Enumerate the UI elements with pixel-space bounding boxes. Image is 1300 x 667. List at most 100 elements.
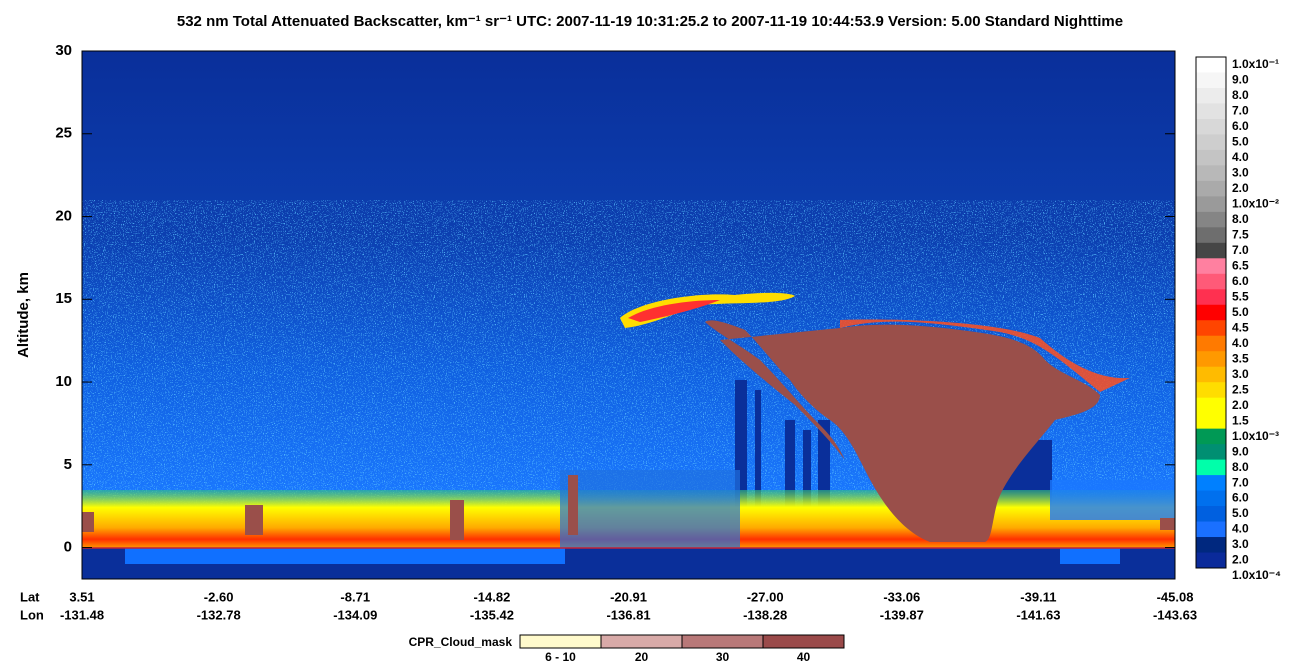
cirrus bbox=[620, 292, 795, 328]
colorbar-label: 2.5 bbox=[1232, 382, 1249, 396]
colorbar-label: 9.0 bbox=[1232, 73, 1249, 87]
colorbar-swatch bbox=[1196, 304, 1226, 321]
colorbar-swatch bbox=[1196, 273, 1226, 290]
colorbar-swatch bbox=[1196, 103, 1226, 120]
colorbar-swatch bbox=[1196, 196, 1226, 213]
x-tick-label: -141.63 bbox=[1016, 607, 1060, 622]
colorbar-swatch bbox=[1196, 366, 1226, 383]
colorbar-label: 8.0 bbox=[1232, 460, 1249, 474]
subsurface-return bbox=[125, 548, 565, 564]
colorbar-label: 1.0x10⁻⁴ bbox=[1232, 568, 1281, 582]
colorbar-swatch bbox=[1196, 397, 1226, 414]
legend-swatch bbox=[519, 634, 602, 649]
colorbar-swatch bbox=[1196, 335, 1226, 352]
x-tick-label: -45.08 bbox=[1157, 589, 1194, 604]
legend-label: 40 bbox=[797, 650, 811, 664]
colorbar-swatch bbox=[1196, 87, 1226, 104]
x-tick-label: 3.51 bbox=[69, 589, 94, 604]
colorbar-swatch bbox=[1196, 428, 1226, 445]
colorbar-swatch bbox=[1196, 242, 1226, 259]
colorbar-label: 5.5 bbox=[1232, 289, 1249, 303]
colorbar-label: 4.5 bbox=[1232, 320, 1249, 334]
chart-title: 532 nm Total Attenuated Backscatter, km⁻… bbox=[177, 13, 1123, 30]
colorbar-label: 9.0 bbox=[1232, 444, 1249, 458]
x-tick-label: -8.71 bbox=[340, 589, 370, 604]
y-tick-label: 10 bbox=[55, 373, 72, 390]
colorbar-label: 4.0 bbox=[1232, 522, 1249, 536]
colorbar-swatch bbox=[1196, 382, 1226, 399]
x-tick-label: -143.63 bbox=[1153, 607, 1197, 622]
colorbar-swatch bbox=[1196, 57, 1226, 73]
colorbar-label: 1.0x10⁻³ bbox=[1232, 429, 1279, 443]
colorbar-swatch bbox=[1196, 444, 1226, 461]
x-tick-label: -14.82 bbox=[473, 589, 510, 604]
colorbar-label: 8.0 bbox=[1232, 88, 1249, 102]
y-tick-label: 25 bbox=[55, 125, 72, 142]
colorbar-swatch bbox=[1196, 118, 1226, 135]
legend-label: 20 bbox=[635, 650, 649, 664]
x-tick-label: -138.28 bbox=[743, 607, 787, 622]
x-tick-label: -20.91 bbox=[610, 589, 647, 604]
colorbar-label: 3.0 bbox=[1232, 367, 1249, 381]
colorbar-swatch bbox=[1196, 320, 1226, 337]
colorbar-label: 6.0 bbox=[1232, 119, 1249, 133]
cloud-top bbox=[840, 319, 1130, 392]
y-tick-label: 20 bbox=[55, 207, 72, 224]
legend-swatch bbox=[600, 634, 683, 649]
colorbar-swatch bbox=[1196, 552, 1226, 569]
y-tick-label: 0 bbox=[64, 539, 72, 556]
colorbar-swatch bbox=[1196, 459, 1226, 476]
colorbar-label: 8.0 bbox=[1232, 212, 1249, 226]
colorbar-label: 4.0 bbox=[1232, 336, 1249, 350]
x-tick-label: -139.87 bbox=[880, 607, 924, 622]
y-tick-label: 5 bbox=[64, 456, 72, 473]
colorbar-label: 1.5 bbox=[1232, 413, 1249, 427]
x-tick-label: -27.00 bbox=[747, 589, 784, 604]
surface-gap bbox=[1050, 480, 1175, 520]
legend-label: 6 - 10 bbox=[545, 650, 576, 664]
colorbar-swatch bbox=[1196, 490, 1226, 507]
colorbar-swatch bbox=[1196, 537, 1226, 554]
colorbar-label: 6.5 bbox=[1232, 258, 1249, 272]
colorbar-swatch bbox=[1196, 506, 1226, 523]
colorbar-swatch bbox=[1196, 149, 1226, 166]
cirrus bbox=[628, 300, 720, 322]
colorbar-label: 3.0 bbox=[1232, 537, 1249, 551]
legend-label: 30 bbox=[716, 650, 730, 664]
colorbar-label: 5.0 bbox=[1232, 135, 1249, 149]
x-tick-label: -136.81 bbox=[606, 607, 650, 622]
colorbar-label: 3.5 bbox=[1232, 351, 1249, 365]
colorbar-frame bbox=[1195, 56, 1227, 569]
curtain-image bbox=[82, 51, 1175, 579]
colorbar-label: 3.0 bbox=[1232, 166, 1249, 180]
legend-swatch bbox=[762, 634, 845, 649]
colorbar-swatch bbox=[1196, 211, 1226, 228]
colorbar-label: 6.0 bbox=[1232, 491, 1249, 505]
colorbar-swatch bbox=[1196, 180, 1226, 197]
x-tick-label: -2.60 bbox=[204, 589, 234, 604]
colorbar-swatch bbox=[1196, 227, 1226, 244]
colorbar-label: 1.0x10⁻¹ bbox=[1232, 57, 1279, 71]
colorbar-swatch bbox=[1196, 521, 1226, 538]
legend-swatch bbox=[681, 634, 764, 649]
plot-frame bbox=[81, 50, 1176, 580]
colorbar-label: 1.0x10⁻² bbox=[1232, 197, 1279, 211]
colorbar-label: 6.0 bbox=[1232, 274, 1249, 288]
subsurface-return bbox=[1060, 548, 1120, 564]
colorbar-label: 5.0 bbox=[1232, 305, 1249, 319]
colorbar-label: 7.5 bbox=[1232, 228, 1249, 242]
colorbar-swatch bbox=[1196, 289, 1226, 306]
colorbar-label: 7.0 bbox=[1232, 104, 1249, 118]
y-axis-title: Altitude, km bbox=[15, 272, 32, 358]
colorbar-swatch bbox=[1196, 134, 1226, 151]
x-tick-label: -132.78 bbox=[197, 607, 241, 622]
colorbar-label: 2.0 bbox=[1232, 181, 1249, 195]
colorbar-label: 2.0 bbox=[1232, 553, 1249, 567]
x-tick-label: -134.09 bbox=[333, 607, 377, 622]
cloud-mask bbox=[705, 320, 1100, 542]
precip bbox=[82, 475, 1175, 540]
x-tick-label: -135.42 bbox=[470, 607, 514, 622]
x-tick-label: -131.48 bbox=[60, 607, 104, 622]
surface-gap bbox=[560, 470, 740, 548]
y-tick-label: 30 bbox=[55, 42, 72, 59]
